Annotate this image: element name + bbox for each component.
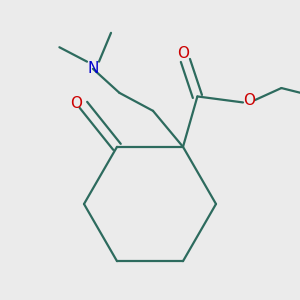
Text: O: O: [70, 96, 82, 111]
Text: O: O: [177, 46, 189, 61]
Text: N: N: [87, 61, 99, 76]
Text: O: O: [243, 92, 255, 107]
